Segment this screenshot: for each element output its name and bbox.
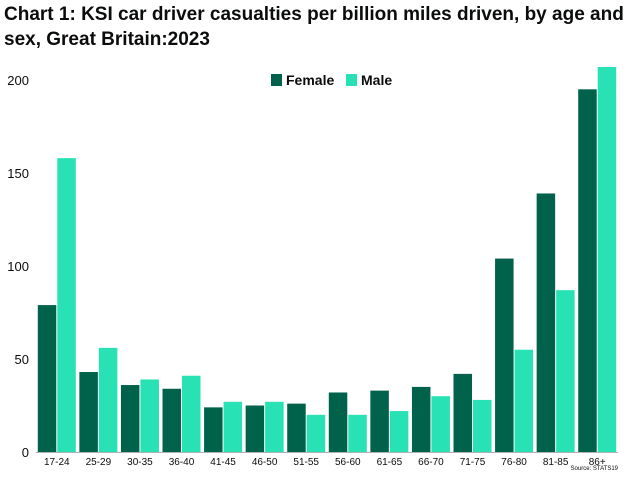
bar-male-56-60: [348, 414, 367, 452]
bar-female-25-29: [79, 372, 98, 452]
bar-female-71-75: [453, 373, 472, 452]
bar-female-46-50: [245, 405, 265, 452]
y-tick-label: 0: [22, 445, 29, 460]
x-tick-label: 17-24: [44, 457, 70, 468]
x-tick-label: 41-45: [210, 457, 236, 468]
y-tick-label: 100: [7, 259, 29, 274]
bar-female-66-70: [411, 386, 431, 452]
bar-male-61-65: [389, 411, 409, 452]
bar-male-71-75: [473, 399, 492, 452]
x-tick-label: 61-65: [377, 457, 403, 468]
bar-male-86+: [597, 67, 617, 452]
bar-male-66-70: [431, 396, 450, 452]
bar-male-76-80: [514, 349, 534, 452]
bar-female-81-85: [536, 193, 556, 452]
bar-female-61-65: [370, 390, 389, 452]
bar-female-76-80: [495, 258, 514, 452]
bar-male-17-24: [57, 158, 76, 452]
bars: [37, 67, 617, 452]
x-tick-label: 51-55: [293, 457, 319, 468]
bar-female-86+: [578, 89, 597, 452]
bar-male-46-50: [265, 401, 284, 452]
x-tick-label: 71-75: [460, 457, 486, 468]
x-tick-label: 81-85: [543, 457, 569, 468]
bar-male-41-45: [223, 401, 243, 452]
bar-female-56-60: [328, 392, 348, 452]
bar-female-41-45: [204, 407, 223, 452]
y-axis: 0 50 100 150 200: [7, 73, 29, 460]
source-note: Source: STATS19: [571, 466, 619, 472]
legend-label-male: Male: [361, 72, 392, 88]
x-tick-label: 66-70: [418, 457, 444, 468]
y-tick-label: 50: [15, 352, 29, 367]
x-axis: 17-24 25-29 30-35 36-40 41-45 46-50 51-55 56-60…: [36, 452, 618, 468]
legend-swatch-female: [271, 74, 282, 86]
bar-male-30-35: [140, 379, 159, 452]
bar-female-30-35: [120, 385, 140, 452]
x-tick-label: 56-60: [335, 457, 361, 468]
legend: Female Male: [271, 72, 392, 88]
x-tick-label: 76-80: [501, 457, 527, 468]
x-tick-label: 46-50: [252, 457, 278, 468]
y-tick-label: 150: [7, 166, 29, 181]
bar-female-17-24: [37, 305, 57, 452]
x-tick-label: 25-29: [86, 457, 112, 468]
bar-male-36-40: [182, 375, 201, 452]
x-tick-label: 36-40: [169, 457, 195, 468]
bar-male-81-85: [556, 290, 575, 452]
bar-male-51-55: [306, 414, 326, 452]
x-tick-label: 30-35: [127, 457, 153, 468]
y-tick-label: 200: [7, 73, 29, 88]
bar-female-51-55: [287, 403, 306, 452]
bar-female-36-40: [162, 388, 181, 452]
bar-male-25-29: [98, 347, 118, 452]
chart-title: Chart 1: KSI car driver casualties per b…: [4, 4, 624, 50]
x-tick-label: 86+: [589, 457, 606, 468]
legend-label-female: Female: [286, 72, 334, 88]
legend-swatch-male: [346, 74, 357, 86]
